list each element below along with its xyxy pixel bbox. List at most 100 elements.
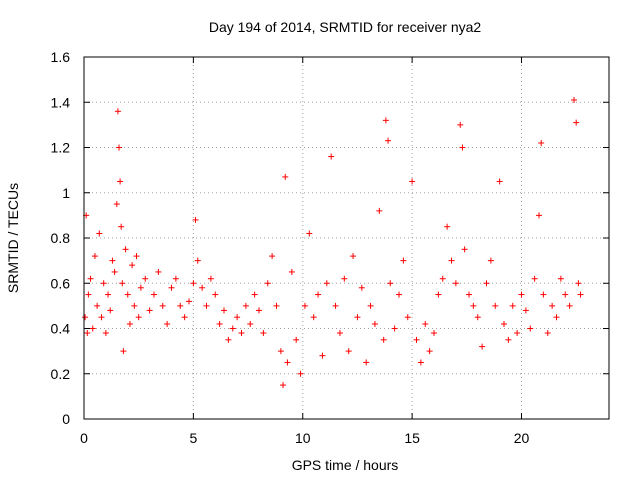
y-tick-label: 1.2 bbox=[51, 140, 71, 156]
data-point bbox=[501, 320, 507, 327]
data-point bbox=[492, 302, 499, 309]
data-point bbox=[396, 291, 402, 298]
data-point bbox=[221, 307, 227, 314]
data-point bbox=[566, 302, 573, 309]
data-point bbox=[137, 284, 144, 291]
data-point bbox=[531, 275, 538, 282]
data-point bbox=[562, 291, 569, 298]
data-point bbox=[155, 268, 162, 275]
data-point bbox=[111, 268, 118, 275]
data-point bbox=[363, 359, 370, 366]
data-point bbox=[452, 280, 459, 287]
data-point bbox=[126, 320, 133, 327]
data-point bbox=[315, 291, 322, 298]
x-tick-label: 20 bbox=[514, 430, 530, 446]
data-point bbox=[466, 291, 472, 298]
data-point bbox=[483, 280, 490, 287]
data-point bbox=[575, 280, 582, 287]
x-tick-label: 15 bbox=[404, 430, 420, 446]
data-point bbox=[114, 108, 121, 115]
data-point bbox=[505, 336, 512, 343]
data-point bbox=[457, 121, 464, 128]
x-tick-label: 5 bbox=[189, 430, 197, 446]
data-point bbox=[100, 280, 107, 287]
data-point bbox=[133, 253, 140, 260]
data-point bbox=[94, 302, 101, 309]
data-point bbox=[87, 275, 94, 282]
data-point bbox=[527, 325, 534, 332]
data-point bbox=[345, 348, 352, 355]
data-point bbox=[459, 144, 466, 151]
data-point bbox=[109, 257, 116, 264]
data-point bbox=[96, 230, 103, 237]
data-point bbox=[536, 212, 542, 219]
data-point bbox=[514, 330, 521, 337]
data-point bbox=[234, 314, 241, 321]
data-point bbox=[354, 314, 361, 321]
data-point bbox=[358, 284, 365, 291]
data-point bbox=[142, 275, 149, 282]
data-point bbox=[251, 291, 258, 298]
data-point bbox=[448, 257, 455, 264]
data-point bbox=[470, 302, 477, 309]
data-point bbox=[85, 291, 92, 298]
data-point bbox=[522, 307, 529, 314]
data-point bbox=[199, 284, 206, 291]
plot-frame bbox=[83, 56, 610, 420]
data-point bbox=[391, 325, 398, 332]
data-point bbox=[118, 223, 125, 230]
data-point bbox=[116, 144, 122, 151]
data-point bbox=[306, 230, 313, 237]
data-point bbox=[380, 336, 387, 343]
data-point bbox=[247, 320, 254, 327]
data-point bbox=[280, 382, 287, 389]
data-point bbox=[260, 330, 267, 337]
data-point bbox=[435, 291, 442, 298]
data-point bbox=[216, 320, 223, 327]
data-point bbox=[288, 268, 295, 275]
data-point bbox=[387, 280, 394, 287]
y-tick-label: 1.6 bbox=[51, 49, 71, 65]
y-tick-label: 1.4 bbox=[51, 94, 71, 110]
data-point bbox=[328, 153, 335, 160]
data-point bbox=[277, 348, 284, 355]
data-point bbox=[164, 320, 171, 327]
data-point bbox=[129, 262, 136, 269]
data-point bbox=[553, 314, 560, 321]
data-point bbox=[238, 330, 245, 337]
y-axis-label: SRMTID / TECUs bbox=[5, 183, 21, 293]
data-point bbox=[341, 275, 348, 282]
y-tick-label: 0.6 bbox=[51, 275, 71, 291]
data-point bbox=[273, 302, 280, 309]
data-point bbox=[82, 314, 89, 321]
data-point bbox=[119, 280, 126, 287]
data-point bbox=[135, 314, 142, 321]
data-point bbox=[172, 275, 179, 282]
data-point bbox=[310, 314, 317, 321]
data-point bbox=[549, 302, 556, 309]
data-point bbox=[105, 291, 112, 298]
data-point bbox=[212, 291, 219, 298]
data-point bbox=[192, 216, 199, 223]
data-point bbox=[422, 320, 429, 327]
data-point bbox=[409, 178, 416, 185]
data-point bbox=[496, 178, 503, 185]
data-point bbox=[242, 302, 249, 309]
data-point bbox=[376, 207, 383, 214]
data-point bbox=[444, 223, 451, 230]
data-points bbox=[82, 96, 584, 389]
data-point bbox=[229, 325, 236, 332]
data-point bbox=[89, 325, 96, 332]
data-point bbox=[371, 320, 378, 327]
y-tick-label: 0 bbox=[62, 411, 70, 427]
data-point bbox=[256, 307, 262, 314]
data-point bbox=[509, 302, 516, 309]
data-point bbox=[131, 302, 138, 309]
data-point bbox=[120, 348, 127, 355]
data-point bbox=[190, 280, 197, 287]
y-tick-label: 1 bbox=[62, 185, 70, 201]
data-point bbox=[540, 291, 547, 298]
data-point bbox=[297, 370, 304, 377]
data-point bbox=[518, 291, 525, 298]
data-point bbox=[264, 280, 271, 287]
